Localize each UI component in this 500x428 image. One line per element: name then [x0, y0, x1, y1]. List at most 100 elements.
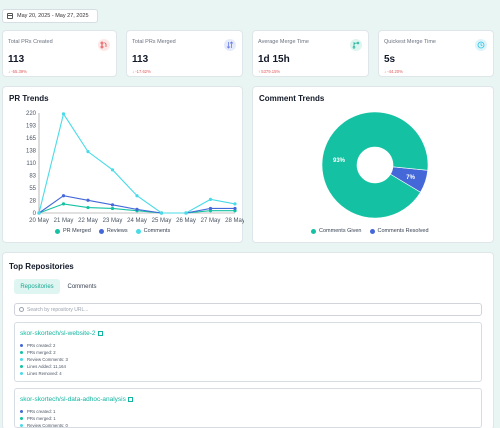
repo-search-input[interactable]: Search by repository URL... [14, 303, 482, 316]
list-item: Review Comments: 3 [20, 356, 68, 363]
data-point [86, 198, 90, 202]
data-point [208, 197, 213, 201]
date-range-picker[interactable]: May 20, 2025 - May 27, 2025 [2, 9, 98, 23]
data-point [61, 194, 66, 198]
repo-name: skor-skortech/sl-website-2 [20, 330, 96, 337]
data-point [86, 205, 90, 210]
data-point [135, 207, 139, 211]
data-point [110, 203, 115, 207]
legend-label: Comments Given [319, 228, 362, 234]
bullet [20, 358, 23, 361]
repo-stats: PRs created: 2 PRs merged: 2 Review Comm… [20, 342, 68, 377]
comment-trends-panel: Comment Trends 7% 93% Comments Given Comm… [252, 86, 494, 243]
y-tick-label: 83 [29, 173, 36, 179]
y-tick-label: 138 [26, 148, 37, 154]
stat-value: 5s [384, 54, 396, 65]
legend-item-comments-given: Comments Given [311, 228, 362, 234]
y-tick-label: 55 [29, 186, 36, 192]
data-point [208, 206, 213, 211]
bullet [20, 344, 23, 347]
repo-name: skor-skortech/sl-data-adhoc-analysis [20, 396, 126, 403]
comment-trends-legend: Comments Given Comments Resolved [311, 228, 437, 234]
external-link-icon [127, 397, 133, 402]
pie-slice-comments-given [321, 111, 429, 219]
search-placeholder: Search by repository URL... [27, 306, 89, 313]
merge-icon [350, 39, 362, 51]
repo-link[interactable]: skor-skortech/sl-website-2 [20, 330, 103, 337]
stat-delta: ↑ 5379.15% [258, 69, 281, 74]
y-tick-label: 110 [26, 161, 36, 167]
x-tick-label: 21 May [54, 218, 74, 224]
legend-item-pr-merged: PR Merged [55, 228, 91, 234]
tab-comments[interactable]: Comments [67, 283, 97, 290]
list-item: Lines Removed: 4 [20, 370, 68, 377]
legend-label: Comments Resolved [377, 228, 429, 234]
comment-trends-chart: 7% 93% [321, 111, 429, 219]
repo-card: skor-skortech/sl-website-2 PRs created: … [14, 322, 482, 382]
search-icon [19, 307, 24, 312]
x-tick-label: 26 May [176, 218, 196, 224]
stat-text: PRs created: 1 [27, 409, 56, 414]
stat-value: 1d 15h [258, 54, 290, 65]
pr-trends-legend: PR Merged Reviews Comments [55, 228, 178, 234]
stat-text: Lines Added: 11,164 [27, 364, 66, 369]
repo-link[interactable]: skor-skortech/sl-data-adhoc-analysis [20, 396, 133, 403]
stat-text: PRs merged: 2 [27, 350, 56, 355]
x-tick-label: 20 May [29, 218, 49, 224]
list-item: PRs merged: 1 [20, 415, 68, 422]
list-item: PRs merged: 2 [20, 349, 68, 356]
bullet [20, 351, 23, 354]
data-point [233, 209, 237, 213]
list-item: PRs created: 2 [20, 342, 68, 349]
legend-dot [55, 228, 60, 234]
data-point [135, 194, 139, 198]
legend-item-comments: Comments [135, 228, 170, 234]
pr-trends-panel: PR Trends 0 28 55 83 110 138 165 193 220 20 May 21… [2, 86, 244, 243]
sort-icon [224, 39, 236, 51]
slice-label: 7% [406, 175, 415, 181]
y-tick-label: 220 [26, 111, 37, 117]
repo-stats: PRs created: 1 PRs merged: 1 Review Comm… [20, 408, 68, 428]
data-point [110, 168, 115, 172]
stat-delta: ↓ -55.39% [8, 69, 27, 74]
bullet [20, 410, 23, 413]
legend-dot [369, 228, 375, 234]
bullet [20, 424, 23, 427]
stat-delta: ↓ -17.62% [132, 69, 151, 74]
data-point [37, 211, 41, 215]
legend-label: Reviews [106, 228, 128, 234]
stat-text: Lines Removed: 4 [27, 371, 62, 376]
list-item: Lines Added: 11,164 [20, 363, 68, 370]
date-range-label: May 20, 2025 - May 27, 2025 [17, 13, 89, 19]
stat-text: PRs merged: 1 [27, 416, 56, 421]
x-tick-label: 24 May [127, 218, 147, 224]
x-tick-label: 23 May [103, 218, 123, 224]
stat-value: 113 [132, 54, 149, 65]
list-item: Review Comments: 0 [20, 422, 68, 428]
calendar-icon [7, 13, 13, 19]
x-tick-label: 25 May [152, 218, 172, 224]
stat-card-avg-merge-time: Average Merge Time 1d 15h ↑ 5379.15% [252, 30, 369, 77]
stat-text: Review Comments: 3 [27, 357, 68, 362]
pr-trends-chart: 0 28 55 83 110 138 165 193 220 20 May 21 May 22 May… [26, 111, 244, 224]
tab-repositories[interactable]: Repositories [14, 279, 60, 294]
data-point [184, 211, 188, 215]
stat-label: Average Merge Time [258, 39, 309, 45]
legend-item-comments-resolved: Comments Resolved [369, 228, 429, 234]
repo-card: skor-skortech/sl-data-adhoc-analysis PRs… [14, 388, 482, 428]
y-tick-label: 193 [26, 123, 37, 129]
x-tick-label: 27 May [201, 218, 221, 224]
bullet [20, 417, 23, 420]
series-line-comments [38, 112, 236, 214]
slice-label: 93% [333, 158, 346, 164]
stat-card-prs-created: Total PRs Created 113 ↓ -55.39% [2, 30, 117, 77]
stat-label: Total PRs Merged [132, 39, 176, 45]
x-tick-label: 28 May [225, 218, 244, 224]
stat-delta: ↓ -44.20% [384, 69, 403, 74]
legend-item-reviews: Reviews [98, 228, 128, 234]
legend-dot [135, 228, 141, 234]
panel-title: Comment Trends [259, 94, 325, 103]
stat-value: 113 [8, 54, 25, 65]
data-point [159, 211, 164, 215]
data-point [61, 202, 66, 206]
